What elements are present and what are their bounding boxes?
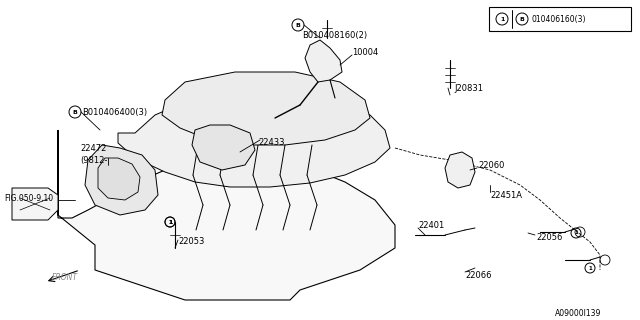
Text: 1: 1 [168,220,172,225]
Text: 22060: 22060 [478,161,504,170]
Text: 22472: 22472 [80,143,106,153]
Polygon shape [85,145,158,215]
Text: 22053: 22053 [178,237,204,246]
Text: J20831: J20831 [454,84,483,92]
Text: 22056: 22056 [536,234,563,243]
Polygon shape [305,40,342,82]
Text: 22433: 22433 [258,138,285,147]
Text: B: B [72,109,77,115]
Text: 1: 1 [168,220,172,225]
Text: 10004: 10004 [352,47,378,57]
FancyBboxPatch shape [489,7,631,31]
Text: 1: 1 [574,230,578,236]
Polygon shape [118,90,390,187]
Polygon shape [162,72,370,145]
Text: 010406160(3): 010406160(3) [532,14,586,23]
Polygon shape [58,130,395,300]
Text: (9812-: (9812- [80,156,108,164]
Polygon shape [192,125,255,170]
Polygon shape [445,152,475,188]
Text: 22066: 22066 [465,270,492,279]
Text: B: B [296,22,300,28]
Polygon shape [12,188,58,220]
Text: 1: 1 [500,17,504,21]
Text: FRONT: FRONT [52,274,78,283]
Text: 22401: 22401 [418,220,444,229]
Polygon shape [98,158,140,200]
Text: B: B [520,17,524,21]
Text: FIG.050-9,10: FIG.050-9,10 [4,194,53,203]
Text: B010406400(3): B010406400(3) [82,108,147,116]
Text: B010408160(2): B010408160(2) [302,30,367,39]
Text: 1: 1 [588,266,592,270]
Text: 22451A: 22451A [490,190,522,199]
Text: A09000I139: A09000I139 [555,308,602,317]
